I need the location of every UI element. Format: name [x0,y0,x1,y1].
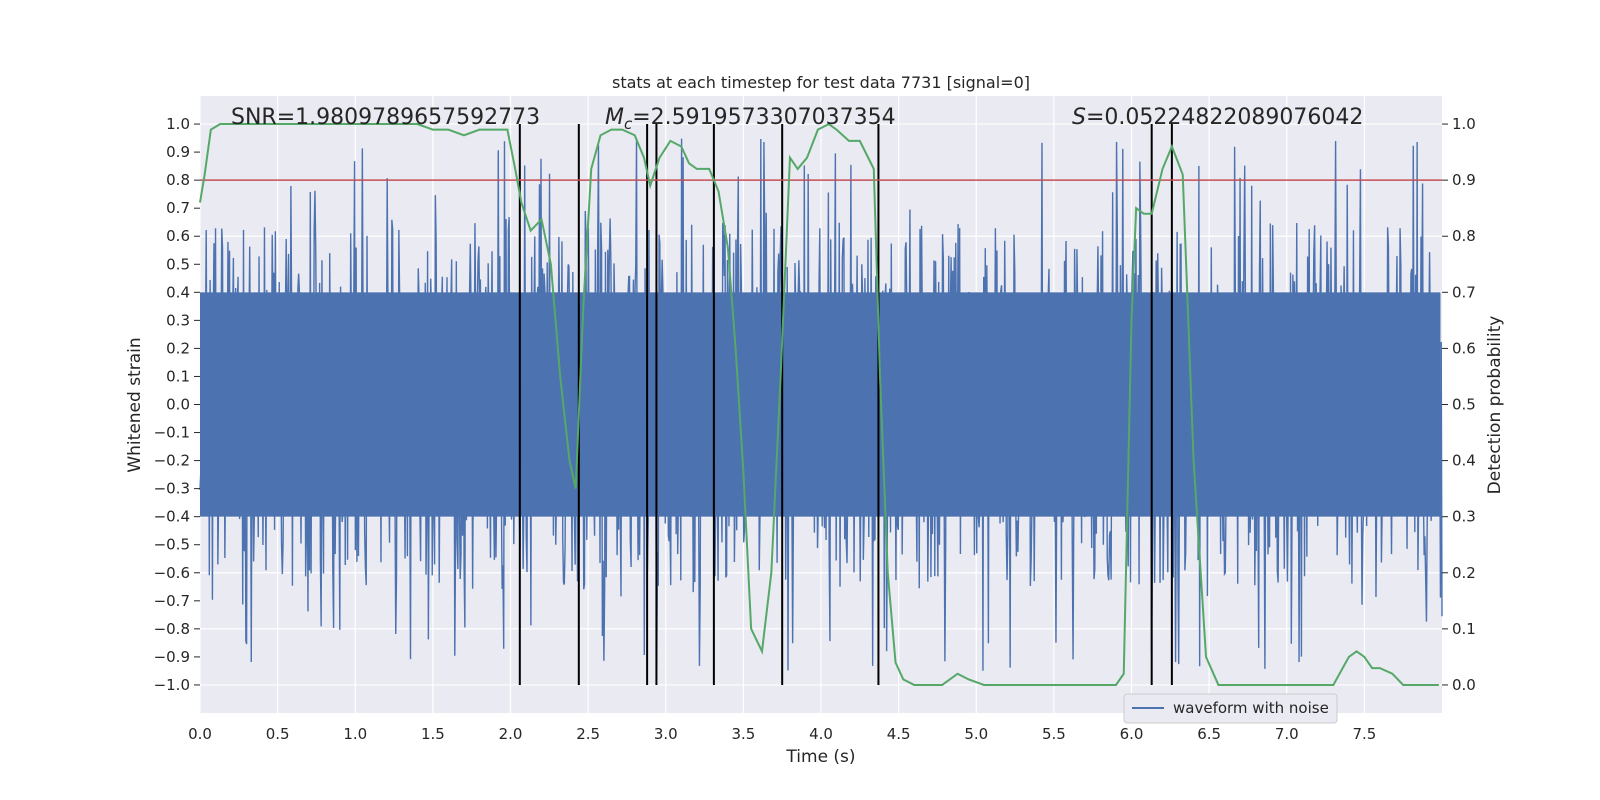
y-right-axis-ticks: 1.0 0.9 0.8 0.7 0.6 0.5 0.4 0.3 0.2 0.1 0.0 [1442,115,1476,694]
legend-label-waveform: waveform with noise [1173,699,1329,717]
vertical-lines [518,124,1173,685]
y-left-tick-label: 0.6 [166,227,190,245]
y-left-tick-label: 0.7 [166,199,190,217]
detection-probability-series [199,122,1439,686]
chart-title: stats at each timestep for test data 773… [612,73,1030,92]
s-annotation: S=0.05224822089076042 [1072,105,1363,130]
y-right-tick-label: 0.4 [1452,452,1476,470]
x-tick-label: 1.5 [421,725,445,743]
x-tick-label: 2.5 [576,725,600,743]
y-left-tick-label: 0.9 [166,143,190,161]
y-left-tick-label: −0.5 [154,536,190,554]
y-right-tick-label: 0.2 [1452,564,1476,582]
y-left-tick-label: 0.2 [166,339,190,357]
y-left-tick-label: 0.4 [166,283,190,301]
x-tick-label: 7.0 [1275,725,1299,743]
y-left-tick-label: −0.1 [154,424,190,442]
y-right-tick-label: 0.0 [1452,676,1476,694]
y-right-tick-label: 0.3 [1452,508,1476,526]
mc-subscript: c [624,115,633,133]
y-left-tick-label: 0.1 [166,367,190,385]
x-axis-label: Time (s) [785,747,855,767]
x-tick-label: 4.5 [887,725,911,743]
x-tick-label: 5.0 [964,725,988,743]
y-left-tick-label: −0.3 [154,480,190,498]
y-left-tick-label: −0.6 [154,564,190,582]
y-right-tick-label: 0.1 [1452,620,1476,638]
y-left-tick-label: −0.8 [154,620,190,638]
legend: waveform with noise [1123,693,1338,724]
x-tick-label: 0.5 [266,725,290,743]
x-axis-ticks: 0.0 0.5 1.0 1.5 2.0 2.5 3.0 3.5 4.0 4.5 5.0 5.5 6.0 6… [188,725,1376,743]
legend-box [1123,693,1338,724]
x-tick-label: 6.0 [1120,725,1144,743]
y-left-tick-label: −0.9 [154,648,190,666]
y-left-tick-label: −0.4 [154,508,190,526]
s-symbol: S [1072,105,1086,130]
y-right-tick-label: 1.0 [1452,115,1476,133]
y-left-tick-label: −0.2 [154,452,190,470]
y-right-tick-label: 0.9 [1452,171,1476,189]
x-tick-label: 1.0 [343,725,367,743]
y-left-axis-label: Whitened strain [125,337,145,472]
x-tick-label: 3.5 [731,725,755,743]
mc-value: =2.5919573307037354 [632,105,895,130]
y-left-tick-label: −1.0 [154,676,190,694]
mc-symbol: M [605,105,624,130]
x-tick-label: 6.5 [1197,725,1221,743]
x-tick-label: 0.0 [188,725,212,743]
s-value: =0.05224822089076042 [1086,105,1363,130]
probability-line [199,122,1439,686]
y-left-tick-label: 0.5 [166,255,190,273]
mc-annotation: Mc=2.5919573307037354 [605,105,896,133]
x-tick-label: 5.5 [1042,725,1066,743]
x-tick-label: 3.0 [654,725,678,743]
snr-annotation: SNR=1.9809789657592773 [231,105,540,130]
y-right-axis-label: Detection probability [1485,316,1505,495]
y-left-tick-label: 1.0 [166,115,190,133]
y-left-tick-label: 0.8 [166,171,190,189]
y-left-tick-label: −0.7 [154,592,190,610]
waveform-line [199,138,1443,671]
y-left-tick-label: 0.3 [166,311,190,329]
y-right-tick-label: 0.7 [1452,283,1476,301]
y-left-tick-label: 0.0 [166,396,190,414]
y-right-tick-label: 0.5 [1452,396,1476,414]
y-right-tick-label: 0.6 [1452,339,1476,357]
waveform-series [199,138,1443,671]
y-left-axis-ticks: 1.0 0.9 0.8 0.7 0.6 0.5 0.4 0.3 0.2 0.1 0.0 −0.1 −0.… [154,115,200,694]
x-tick-label: 2.0 [499,725,523,743]
x-tick-label: 7.5 [1352,725,1376,743]
y-right-tick-label: 0.8 [1452,227,1476,245]
x-tick-label: 4.0 [809,725,833,743]
